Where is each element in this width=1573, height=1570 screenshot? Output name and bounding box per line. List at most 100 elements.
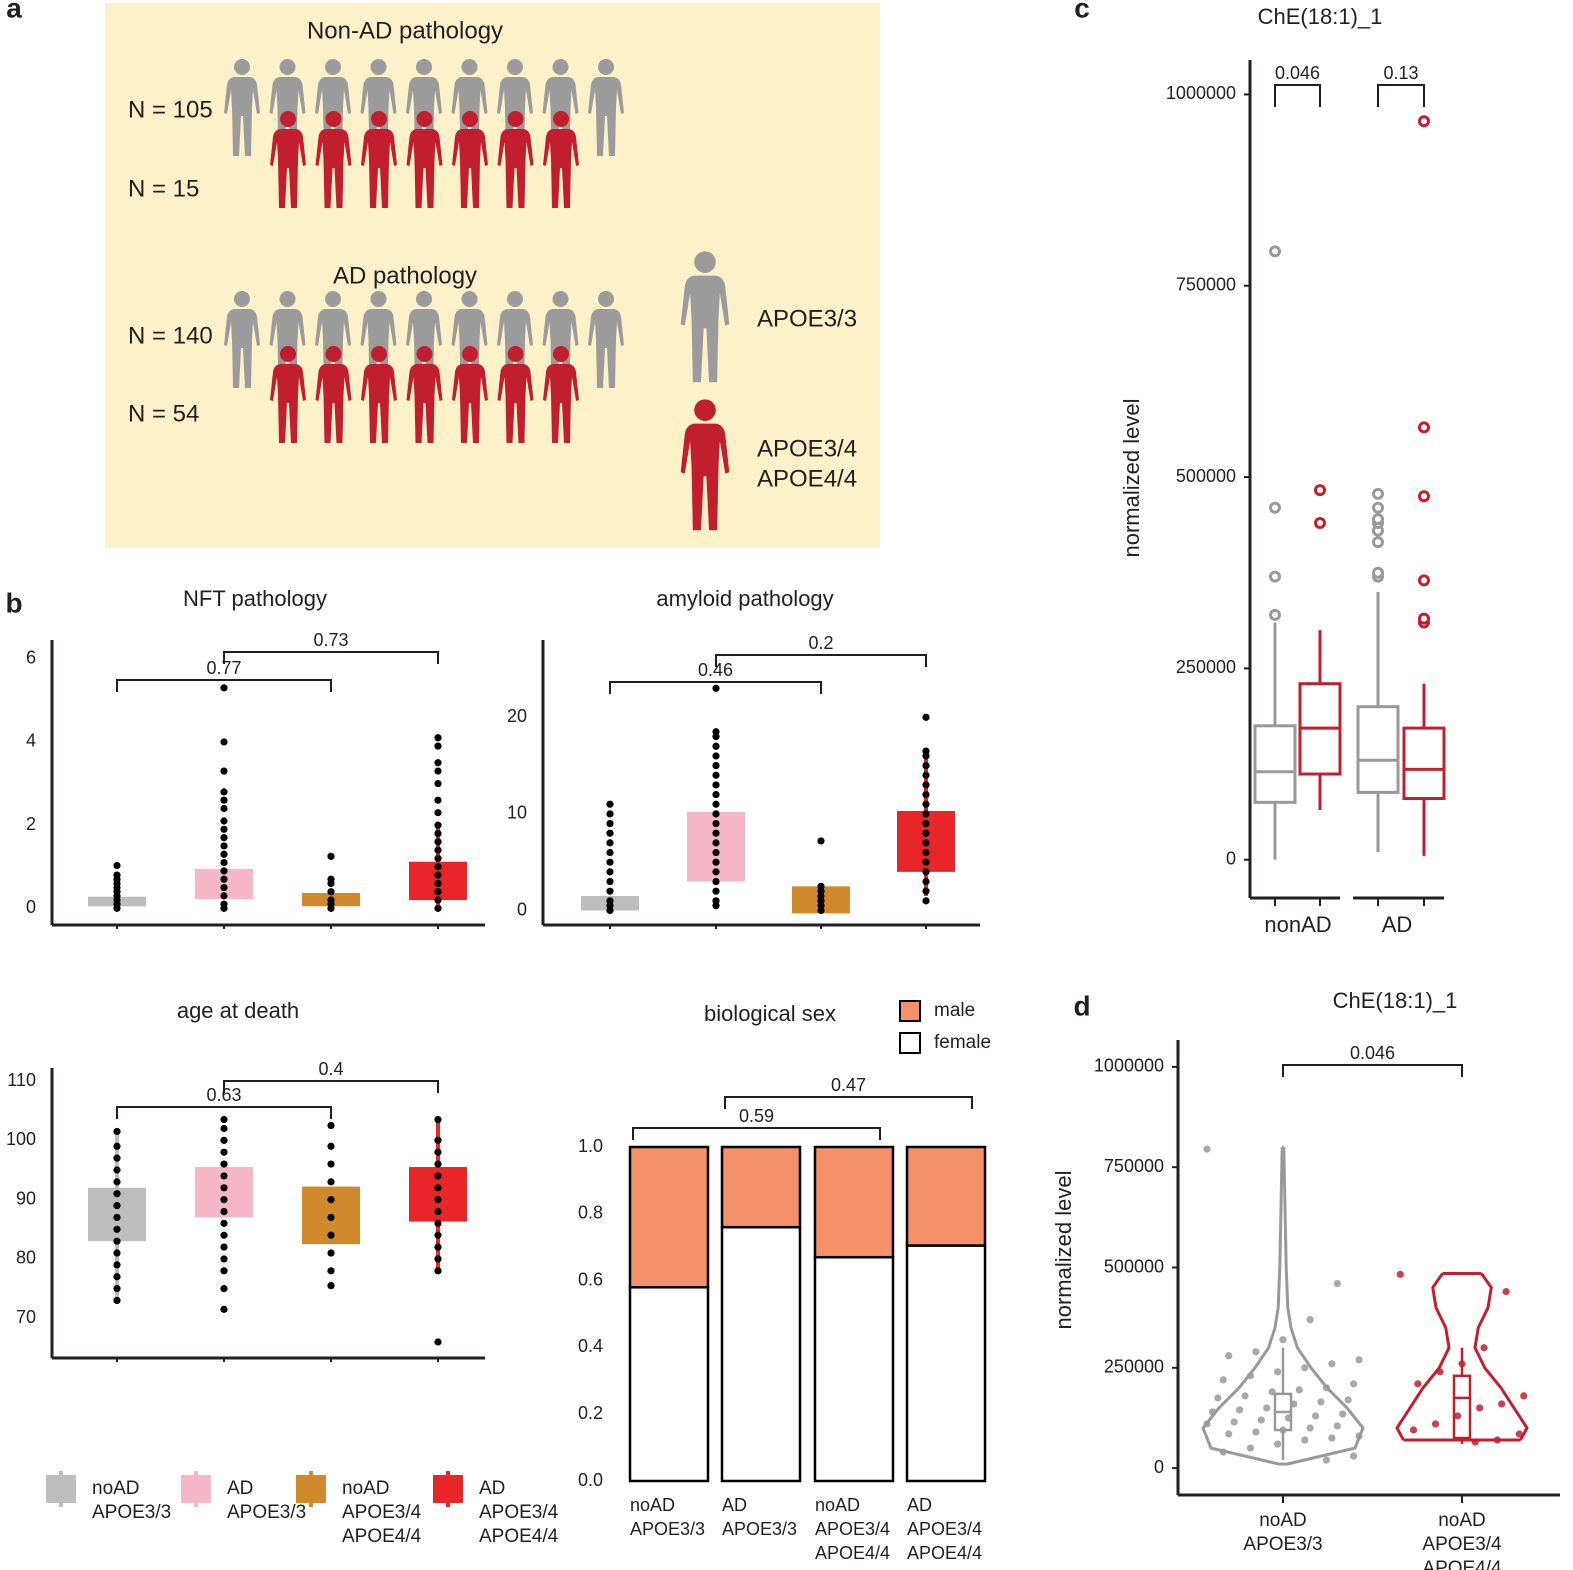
person-icon — [406, 346, 443, 443]
person-icon — [452, 111, 488, 208]
data-point — [113, 1296, 121, 1305]
data-point — [712, 761, 720, 770]
data-point — [434, 1243, 442, 1251]
person-body — [224, 77, 260, 156]
data-point — [113, 1127, 121, 1136]
bar-segment — [720, 1225, 802, 1483]
person-head — [279, 291, 296, 307]
person-body — [497, 129, 534, 208]
data-point — [1322, 1384, 1331, 1392]
data-point — [606, 829, 614, 837]
person-head — [507, 346, 524, 362]
x-tick-label: AD — [1382, 912, 1413, 937]
data-point — [113, 1201, 121, 1210]
data-point — [434, 1148, 442, 1156]
data-point — [606, 897, 614, 905]
data-point — [434, 1219, 442, 1227]
box — [1452, 1374, 1472, 1440]
panel-label: d — [1073, 990, 1090, 1021]
person-body — [452, 129, 488, 208]
violin-half — [1282, 1147, 1365, 1466]
chart-title: age at death — [177, 998, 299, 1023]
data-point — [1502, 1287, 1510, 1296]
data-point — [922, 761, 930, 770]
group-count: N = 54 — [128, 400, 199, 427]
data-point — [220, 1148, 228, 1156]
data-point — [113, 1249, 121, 1257]
data-point — [712, 810, 720, 818]
data-point — [220, 684, 228, 692]
x-tick-label: AD — [907, 1495, 932, 1515]
legend-swatch — [181, 1475, 211, 1503]
person-icon — [680, 251, 730, 383]
person-body — [406, 364, 443, 443]
data-point — [434, 1172, 442, 1180]
data-point — [1203, 1145, 1211, 1153]
data-point — [220, 1136, 228, 1144]
data-point — [712, 877, 720, 886]
key-label: APOE3/3 — [757, 305, 857, 332]
data-point — [113, 871, 121, 879]
person-head — [507, 291, 523, 307]
data-point — [712, 800, 720, 808]
person-body — [406, 129, 443, 208]
data-point — [922, 868, 930, 876]
outlier — [1418, 421, 1430, 434]
y-tick-label: 90 — [16, 1188, 36, 1208]
data-point — [220, 883, 228, 892]
data-point — [220, 842, 228, 850]
data-point — [434, 734, 442, 742]
person-icon — [224, 291, 260, 388]
data-point — [220, 1124, 228, 1133]
person-head — [416, 346, 433, 362]
chart-title: ChE(18:1)_1 — [1258, 4, 1383, 29]
data-point — [220, 1231, 228, 1239]
data-point — [220, 867, 228, 875]
p-value: 0.046 — [1350, 1043, 1395, 1063]
key-label: APOE4/4 — [757, 465, 857, 492]
data-point — [434, 1338, 442, 1346]
data-point — [922, 877, 930, 886]
panel-label: a — [6, 0, 22, 23]
chart-title: ChE(18:1)_1 — [1333, 988, 1458, 1013]
data-point — [327, 852, 335, 860]
data-point — [220, 1285, 228, 1293]
data-point — [922, 713, 930, 721]
data-point — [327, 1282, 335, 1290]
person-body — [452, 364, 488, 443]
data-point — [1322, 1456, 1331, 1464]
violin-half — [1473, 1272, 1529, 1441]
legend-swatch — [296, 1475, 326, 1503]
data-point — [113, 1142, 121, 1150]
p-value: 0.63 — [206, 1085, 241, 1105]
p-value: 0.13 — [1383, 63, 1418, 83]
data-point — [1349, 1452, 1358, 1460]
person-body — [680, 423, 730, 531]
person-icon — [315, 111, 352, 208]
y-tick-label: 250000 — [1176, 657, 1236, 677]
data-point — [1225, 1352, 1233, 1360]
person-head — [279, 59, 296, 75]
y-tick-label: 80 — [16, 1248, 36, 1268]
outlier — [1372, 536, 1384, 549]
data-point — [220, 875, 228, 883]
outlier — [1314, 484, 1326, 497]
data-point — [1396, 1270, 1404, 1278]
data-point — [922, 790, 930, 799]
data-point — [434, 838, 442, 846]
data-point — [434, 854, 442, 863]
group-count: N = 15 — [128, 175, 199, 202]
data-point — [113, 861, 121, 870]
person-head — [552, 291, 569, 307]
data-point — [712, 752, 720, 760]
outlier — [1418, 574, 1430, 587]
data-point — [220, 1160, 228, 1168]
legend-label: male — [934, 1000, 975, 1021]
data-point — [1230, 1418, 1238, 1426]
bar-segment — [628, 1145, 710, 1289]
data-point — [922, 839, 930, 847]
data-point — [606, 858, 614, 866]
data-point — [434, 1207, 442, 1216]
violin-half — [1201, 1147, 1284, 1466]
person-head — [694, 399, 716, 421]
